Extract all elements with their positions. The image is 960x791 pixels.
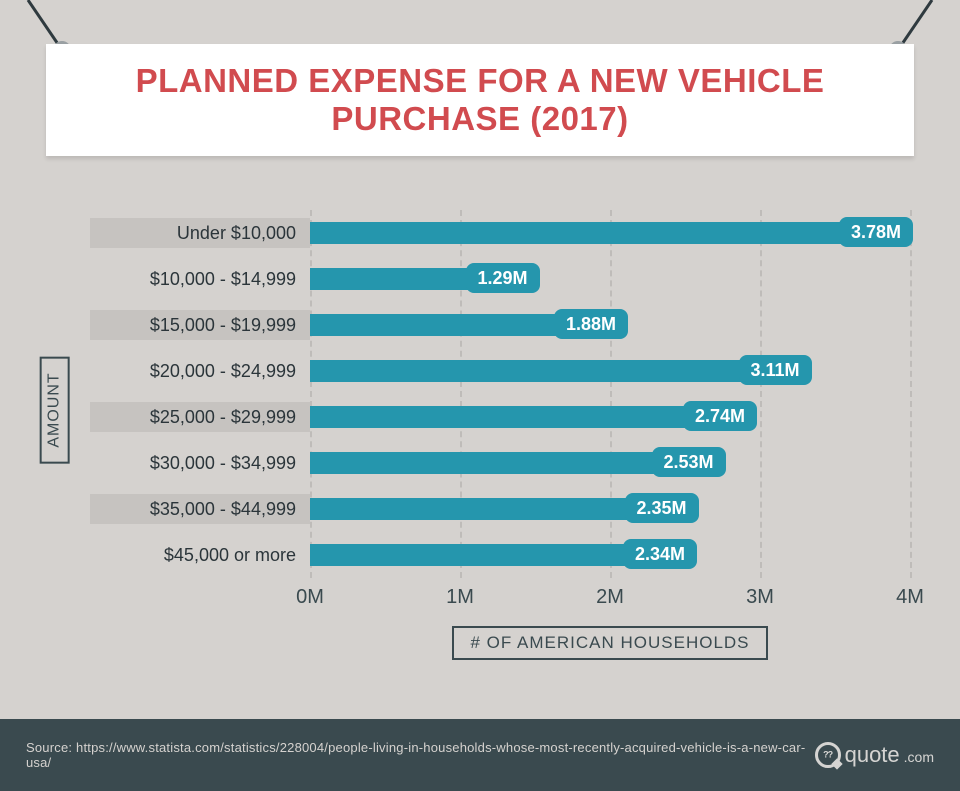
x-tick: 2M <box>596 586 624 609</box>
bar-value-pill: 3.78M <box>839 217 913 247</box>
bar-label: Under $10,000 <box>90 218 310 248</box>
table-row: $25,000 - $29,999 2.74M <box>90 394 910 440</box>
x-tick: 0M <box>296 586 324 609</box>
bar <box>310 544 661 566</box>
logo-text: quote <box>845 742 900 768</box>
bar <box>310 222 877 244</box>
bar-label: $45,000 or more <box>90 540 310 570</box>
bar-area: 2.35M <box>310 486 910 532</box>
bar-area: 3.11M <box>310 348 910 394</box>
source-prefix: Source: <box>26 740 76 755</box>
bar-label: $20,000 - $24,999 <box>90 356 310 386</box>
bar-label: $10,000 - $14,999 <box>90 264 310 294</box>
table-row: $20,000 - $24,999 3.11M <box>90 348 910 394</box>
bar-value-pill: 3.11M <box>739 355 812 385</box>
table-row: $30,000 - $34,999 2.53M <box>90 440 910 486</box>
bar-label: $35,000 - $44,999 <box>90 494 310 524</box>
table-row: $35,000 - $44,999 2.35M <box>90 486 910 532</box>
bar-value-pill: 2.53M <box>652 447 726 477</box>
table-row: $15,000 - $19,999 1.88M <box>90 302 910 348</box>
logo-suffix: .com <box>904 749 934 765</box>
bar-label: $30,000 - $34,999 <box>90 448 310 478</box>
bar <box>310 498 663 520</box>
logo-q-icon: ?? <box>815 742 841 768</box>
x-tick: 3M <box>746 586 774 609</box>
x-axis-ticks: 0M1M2M3M4M <box>310 586 910 616</box>
footer: Source: https://www.statista.com/statist… <box>0 719 960 791</box>
bar <box>310 452 690 474</box>
bar-area: 2.74M <box>310 394 910 440</box>
x-tick: 4M <box>896 586 924 609</box>
bar-area: 1.88M <box>310 302 910 348</box>
bar-value-pill: 2.74M <box>683 401 757 431</box>
bar-label: $25,000 - $29,999 <box>90 402 310 432</box>
x-axis-label: # OF AMERICAN HOUSEHOLDS <box>452 626 767 660</box>
y-axis-label: AMOUNT <box>40 356 70 463</box>
bar <box>310 360 777 382</box>
bar-area: 2.34M <box>310 532 910 578</box>
source-url: https://www.statista.com/statistics/2280… <box>26 740 805 770</box>
bar-value-pill: 2.35M <box>625 493 699 523</box>
chart-rows: Under $10,000 3.78M $10,000 - $14,999 1.29M… <box>90 210 910 578</box>
bar-value-pill: 1.29M <box>466 263 540 293</box>
bar-area: 3.78M <box>310 210 910 256</box>
bar-value-pill: 2.34M <box>623 539 697 569</box>
table-row: $45,000 or more 2.34M <box>90 532 910 578</box>
x-tick: 1M <box>446 586 474 609</box>
table-row: Under $10,000 3.78M <box>90 210 910 256</box>
x-axis-label-wrap: # OF AMERICAN HOUSEHOLDS <box>310 626 910 660</box>
bar <box>310 406 721 428</box>
bar-area: 2.53M <box>310 440 910 486</box>
page-title: PLANNED EXPENSE FOR A NEW VEHICLE PURCHA… <box>66 62 894 138</box>
grid-line <box>910 210 912 578</box>
y-axis-label-wrap: AMOUNT <box>40 310 70 510</box>
source-citation: Source: https://www.statista.com/statist… <box>26 740 815 770</box>
bar-area: 1.29M <box>310 256 910 302</box>
bar-value-pill: 1.88M <box>554 309 628 339</box>
bar-label: $15,000 - $19,999 <box>90 310 310 340</box>
bar <box>310 314 592 336</box>
quote-logo: ?? quote.com <box>815 742 934 768</box>
title-banner: PLANNED EXPENSE FOR A NEW VEHICLE PURCHA… <box>46 44 914 156</box>
table-row: $10,000 - $14,999 1.29M <box>90 256 910 302</box>
bar-chart: AMOUNT Under $10,0003.78M$10,000 - $14,9… <box>50 210 920 630</box>
